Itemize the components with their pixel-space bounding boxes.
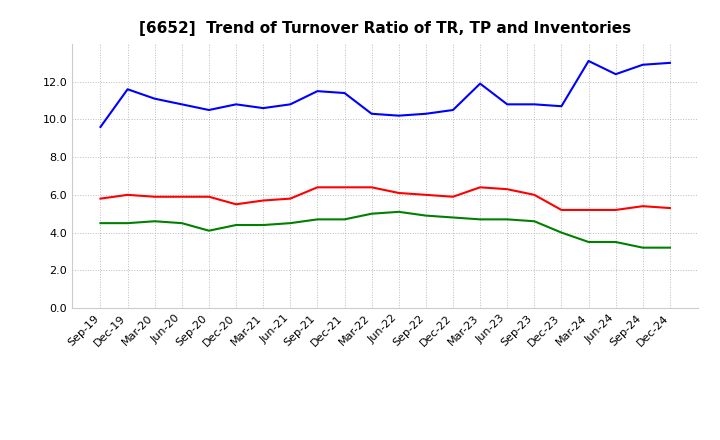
Inventories (341, 217, 349, 222)
Inventories (421, 213, 430, 218)
Trade Payables (313, 88, 322, 94)
Trade Payables (530, 102, 539, 107)
Trade Payables (123, 87, 132, 92)
Trade Receivables (557, 207, 566, 213)
Trade Receivables (204, 194, 213, 199)
Inventories (639, 245, 647, 250)
Trade Receivables (584, 207, 593, 213)
Trade Payables (584, 59, 593, 64)
Trade Receivables (286, 196, 294, 201)
Trade Receivables (178, 194, 186, 199)
Trade Receivables (449, 194, 457, 199)
Trade Payables (232, 102, 240, 107)
Trade Payables (341, 90, 349, 95)
Inventories (204, 228, 213, 233)
Trade Payables (96, 125, 105, 130)
Trade Payables (259, 106, 268, 111)
Trade Receivables (530, 192, 539, 198)
Inventories (557, 230, 566, 235)
Inventories (503, 217, 511, 222)
Line: Trade Payables: Trade Payables (101, 61, 670, 127)
Line: Inventories: Inventories (101, 212, 670, 248)
Trade Receivables (313, 185, 322, 190)
Inventories (665, 245, 674, 250)
Trade Payables (421, 111, 430, 117)
Inventories (232, 222, 240, 227)
Trade Payables (150, 96, 159, 101)
Trade Receivables (665, 205, 674, 211)
Trade Receivables (503, 187, 511, 192)
Inventories (584, 239, 593, 245)
Trade Payables (503, 102, 511, 107)
Trade Receivables (150, 194, 159, 199)
Trade Receivables (611, 207, 620, 213)
Trade Receivables (367, 185, 376, 190)
Trade Payables (286, 102, 294, 107)
Inventories (259, 222, 268, 227)
Trade Payables (639, 62, 647, 67)
Title: [6652]  Trend of Turnover Ratio of TR, TP and Inventories: [6652] Trend of Turnover Ratio of TR, TP… (139, 21, 631, 36)
Inventories (313, 217, 322, 222)
Inventories (611, 239, 620, 245)
Trade Receivables (341, 185, 349, 190)
Trade Payables (476, 81, 485, 86)
Trade Receivables (395, 191, 403, 196)
Trade Receivables (421, 192, 430, 198)
Trade Payables (557, 103, 566, 109)
Trade Payables (449, 107, 457, 113)
Inventories (286, 220, 294, 226)
Trade Receivables (96, 196, 105, 201)
Inventories (150, 219, 159, 224)
Line: Trade Receivables: Trade Receivables (101, 187, 670, 210)
Inventories (476, 217, 485, 222)
Trade Receivables (476, 185, 485, 190)
Inventories (178, 220, 186, 226)
Inventories (367, 211, 376, 216)
Inventories (395, 209, 403, 214)
Trade Receivables (259, 198, 268, 203)
Trade Payables (178, 102, 186, 107)
Trade Receivables (639, 204, 647, 209)
Inventories (449, 215, 457, 220)
Trade Receivables (123, 192, 132, 198)
Trade Payables (665, 60, 674, 66)
Trade Payables (395, 113, 403, 118)
Inventories (530, 219, 539, 224)
Trade Receivables (232, 202, 240, 207)
Trade Payables (611, 72, 620, 77)
Trade Payables (204, 107, 213, 113)
Inventories (123, 220, 132, 226)
Trade Payables (367, 111, 376, 117)
Inventories (96, 220, 105, 226)
